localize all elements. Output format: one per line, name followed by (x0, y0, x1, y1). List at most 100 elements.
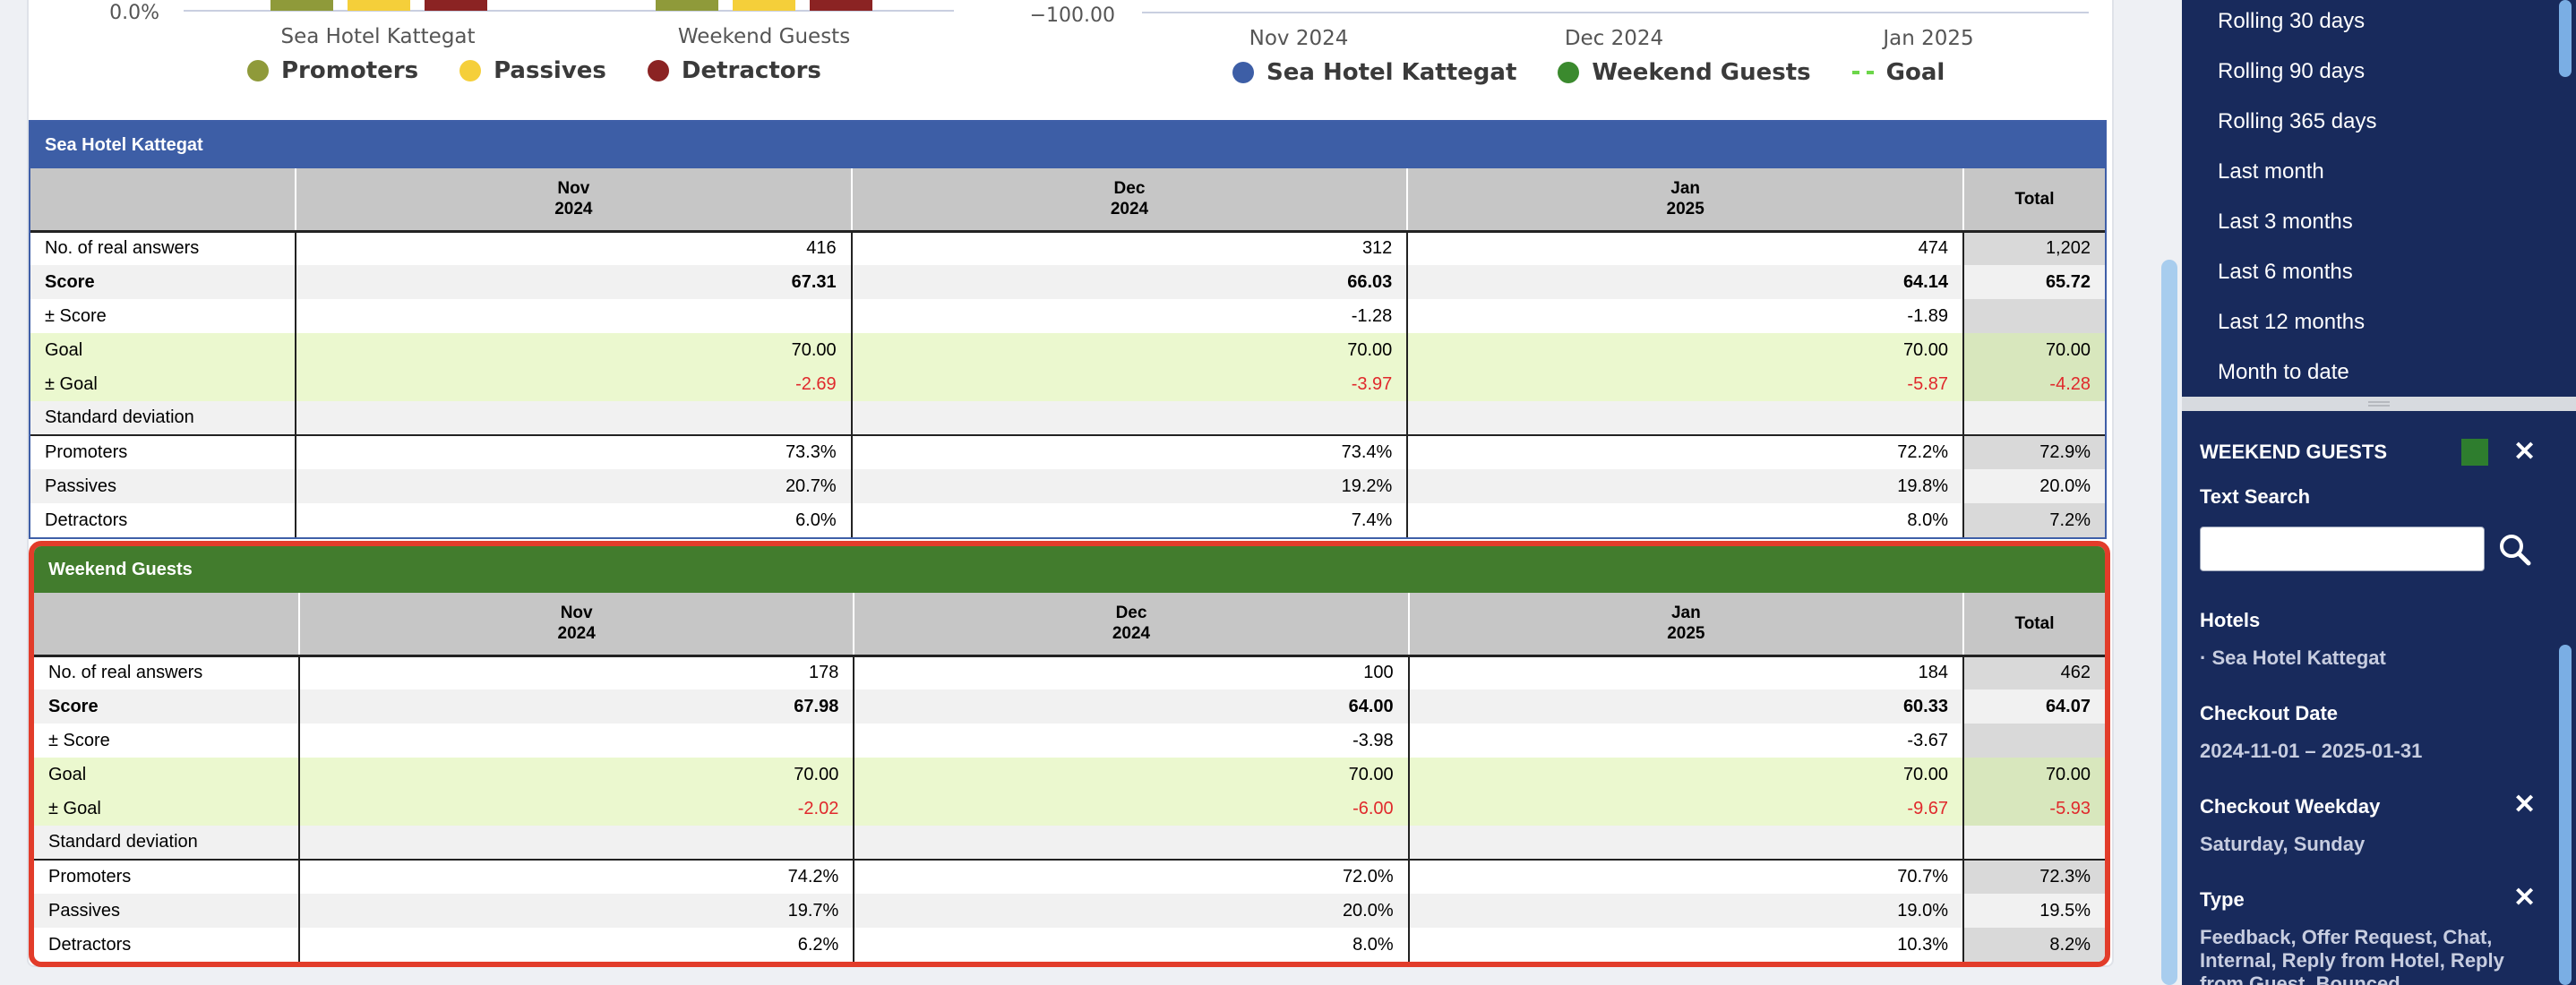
row-label: Goal (30, 333, 296, 367)
sidebar-filters-scrollbar-thumb[interactable] (2559, 645, 2572, 985)
table-cell: 184 (1407, 655, 1963, 690)
date-range-option[interactable]: Rolling 90 days (2218, 59, 2366, 83)
date-range-option[interactable]: Last 6 months (2218, 260, 2353, 284)
column-header-empty (34, 593, 299, 657)
stats-table-weekend-guests: Weekend Guests Nov 2024 Dec 2024 Jan 2025 T… (29, 541, 2110, 967)
table-row: Goal 70.00 70.00 70.00 70.00 (34, 758, 2105, 792)
table-cell: 73.3% (295, 434, 852, 469)
legend-label: Goal (1885, 59, 1945, 86)
column-header-total: Total (1962, 168, 2105, 233)
remove-checkout-weekday-icon[interactable]: ✕ (2513, 790, 2537, 819)
remove-type-filter-icon[interactable]: ✕ (2513, 883, 2537, 912)
table-cell: 70.00 (295, 333, 852, 367)
row-label: ± Goal (30, 367, 296, 401)
hotels-filter-label: Hotels (2200, 609, 2261, 631)
table-cell: -3.97 (850, 367, 1408, 401)
sidebar-scrollbar-thumb[interactable] (2559, 0, 2572, 77)
table-cell: -2.02 (297, 792, 854, 826)
total-cell: 72.9% (1962, 434, 2105, 469)
row-label: Score (30, 265, 296, 299)
legend-item-sea-hotel-kattegat[interactable]: Sea Hotel Kattegat (1232, 59, 1516, 86)
column-header-empty (30, 168, 296, 233)
line-chart-x-tick: Dec 2024 (1565, 27, 1663, 50)
stats-table-sea-hotel-kattegat: Sea Hotel Kattegat Nov 2024 Dec 2024 Jan 20… (29, 120, 2107, 539)
close-segment-icon[interactable]: ✕ (2513, 437, 2537, 467)
table-row: Detractors 6.2% 8.0% 10.3% 8.2% (34, 928, 2105, 962)
date-range-option[interactable]: Last month (2218, 159, 2324, 184)
table-cell: -6.00 (853, 792, 1409, 826)
total-cell (1962, 299, 2105, 333)
row-label: No. of real answers (48, 663, 203, 683)
main-scrollbar-thumb[interactable] (2161, 260, 2177, 985)
total-cell: 65.72 (1962, 265, 2105, 299)
table-cell (297, 724, 854, 758)
line-chart: −100.00 Nov 2024 Dec 2024 Jan 2025 (1003, 0, 2114, 116)
splitter-grip-icon[interactable] (2368, 401, 2390, 407)
date-range-option[interactable]: Last 12 months (2218, 310, 2366, 334)
table-cell: -1.89 (1406, 299, 1963, 333)
table-cell: -1.28 (850, 299, 1408, 333)
column-header-month: Nov 2024 (297, 593, 854, 657)
total-cell: 19.5% (1962, 894, 2105, 928)
table-cell: 66.03 (850, 265, 1408, 299)
date-range-option[interactable]: Last 3 months (2218, 210, 2353, 234)
bar-detractors-weekend (810, 0, 872, 11)
table-cell: 70.00 (297, 758, 854, 792)
line-chart-legend: Sea Hotel Kattegat Weekend Guests Goal (1232, 59, 1968, 86)
table-cell: 64.14 (1406, 265, 1963, 299)
table-cell: 19.2% (850, 469, 1408, 503)
text-search-input[interactable] (2200, 527, 2485, 571)
total-cell: -5.93 (1962, 792, 2105, 826)
legend-item-detractors[interactable]: Detractors (647, 57, 821, 84)
legend-marker (1558, 62, 1580, 83)
table-cell: 100 (853, 655, 1409, 690)
table-cell: 64.00 (853, 690, 1409, 724)
table-cell: 70.00 (850, 333, 1408, 367)
stats-table: Nov 2024 Dec 2024 Jan 2025 Total No. of rea… (30, 168, 2105, 537)
table-cell (1406, 401, 1963, 435)
legend-item-passives[interactable]: Passives (459, 57, 606, 84)
table-cell: 72.2% (1406, 434, 1963, 469)
table-cell: 19.8% (1406, 469, 1963, 503)
segment-color-swatch[interactable] (2461, 439, 2488, 466)
table-cell: 19.7% (297, 894, 854, 928)
date-range-option[interactable]: Rolling 365 days (2218, 109, 2377, 133)
table-row: Promoters 73.3% 73.4% 72.2% 72.9% (30, 434, 2105, 469)
table-cell: 70.00 (1407, 758, 1963, 792)
table-row: ± Score -3.98 -3.67 (34, 724, 2105, 758)
table-cell: 60.33 (1407, 690, 1963, 724)
table-title: Weekend Guests (34, 546, 2105, 593)
table-cell: 67.98 (297, 690, 854, 724)
legend-item-weekend-guests[interactable]: Weekend Guests (1558, 59, 1811, 86)
legend-label: Weekend Guests (1592, 59, 1811, 86)
table-cell: 70.00 (1406, 333, 1963, 367)
row-label: ± Score (48, 730, 110, 750)
total-cell: 72.3% (1962, 859, 2105, 894)
table-cell: 8.0% (853, 928, 1409, 962)
total-cell: 64.07 (1962, 690, 2105, 724)
legend-item-promoters[interactable]: Promoters (247, 57, 418, 84)
legend-marker (459, 60, 482, 81)
table-title: Sea Hotel Kattegat (30, 122, 2105, 168)
bar-chart-plot: 0.0% Sea Hotel Kattegat Weekend Guests (109, 0, 954, 48)
table-cell: 20.0% (853, 894, 1409, 928)
type-filter-value-line: from Guest, Bounced (2200, 972, 2400, 985)
legend-marker (1232, 62, 1254, 83)
table-cell: 19.0% (1407, 894, 1963, 928)
table-cell (850, 401, 1408, 435)
sidebar-splitter[interactable] (2182, 397, 2576, 411)
table-cell (853, 826, 1409, 860)
table-cell (297, 826, 854, 860)
total-cell (1962, 401, 2105, 435)
search-icon[interactable] (2497, 532, 2533, 568)
legend-item-goal[interactable]: Goal (1851, 59, 1945, 86)
column-header-total: Total (1962, 593, 2105, 657)
date-range-option[interactable]: Month to date (2218, 360, 2349, 384)
bar-promoters-hotel (270, 0, 333, 11)
table-row: Passives 19.7% 20.0% 19.0% 19.5% (34, 894, 2105, 928)
legend-label: Sea Hotel Kattegat (1267, 59, 1517, 86)
legend-label: Passives (494, 57, 606, 84)
legend-marker (647, 60, 669, 81)
table-row: Promoters 74.2% 72.0% 70.7% 72.3% (34, 859, 2105, 894)
date-range-option[interactable]: Rolling 30 days (2218, 9, 2366, 33)
